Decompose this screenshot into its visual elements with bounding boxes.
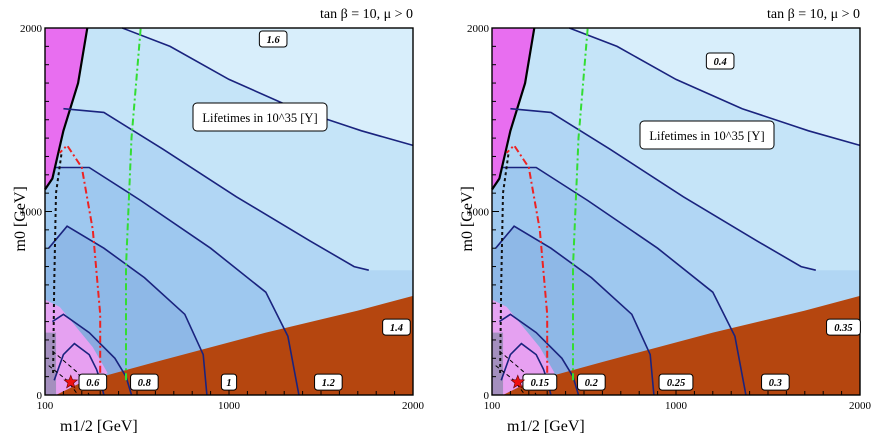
bsg-line	[125, 27, 142, 381]
contour-label-box	[258, 30, 288, 48]
contour-label: 1.6	[267, 35, 281, 46]
contour-plot-right: 100 1000 2000 0 1000 2000 tan β = 10, μ > 0 m1/…	[459, 7, 872, 435]
benchmark-star	[63, 374, 79, 389]
x-tick-label: 1000	[665, 400, 688, 412]
stau-boundary	[491, 27, 536, 191]
contour-line-4	[63, 107, 369, 271]
annotation-text: Lifetimes in 10^35 [Y]	[649, 129, 764, 143]
x-axis-label: m1/2 [GeV]	[507, 418, 585, 435]
contour-label: 0.3	[769, 378, 782, 389]
contour-label: 0.2	[585, 378, 599, 389]
contour-label-box	[658, 373, 694, 391]
contour-label: 0.8	[138, 378, 152, 389]
annotation-box	[639, 120, 775, 150]
chargino-line	[52, 152, 63, 374]
chart-right: 100 1000 2000 0 1000 2000 tan β = 10, μ > 0 m1/…	[447, 0, 877, 441]
contour-label: 1	[226, 378, 231, 389]
contour-label-box	[826, 318, 861, 336]
contour-line-2	[48, 225, 208, 396]
contour-label: 1.2	[322, 378, 336, 389]
contour-label: 1.4	[390, 323, 403, 334]
contour-label-box	[761, 373, 790, 391]
contour-label-box	[705, 52, 735, 70]
contour-label-box	[577, 373, 606, 391]
charged-lsp-region	[503, 295, 860, 395]
contour-line-5	[569, 27, 861, 147]
annotation-text: Lifetimes in 10^35 [Y]	[202, 111, 317, 125]
annotation-box	[192, 102, 328, 132]
contour-label-box	[78, 373, 108, 391]
x-tick-label: 100	[37, 400, 54, 412]
pink-region	[492, 299, 555, 395]
contour-label-box	[314, 373, 343, 391]
y-tick-label: 2000	[20, 23, 43, 35]
contour-label-box	[130, 373, 159, 391]
benchmark-star	[510, 374, 526, 389]
contour-line-2	[495, 225, 655, 396]
contour-label-box	[220, 373, 238, 391]
chart-left: 100 1000 2000 0 1000 2000 tan β = 10, μ > 0 m1/…	[0, 0, 430, 441]
y-axis-label: m0 [GeV]	[459, 186, 476, 251]
y-tick-label: 1000	[20, 207, 43, 219]
charged-lsp-region	[56, 295, 413, 395]
contour-line-3	[503, 166, 747, 396]
contour-label-box	[382, 318, 411, 336]
x-axis-label: m1/2 [GeV]	[60, 418, 138, 435]
y-tick-label: 1000	[467, 207, 490, 219]
chart-title: tan β = 10, μ > 0	[320, 7, 413, 22]
contour-label: 0.15	[531, 378, 549, 389]
contour-label: 0.4	[714, 57, 727, 68]
x-tick-label: 2000	[849, 400, 872, 412]
contour-label: 0.6	[86, 378, 100, 389]
chart-title: tan β = 10, μ > 0	[767, 7, 860, 22]
stau-boundary	[44, 27, 89, 191]
contour-line-3	[56, 166, 300, 396]
x-tick-label: 2000	[402, 400, 425, 412]
contour-line-5	[122, 27, 414, 147]
y-tick-label: 0	[37, 390, 43, 402]
contour-plot-left: 100 1000 2000 0 1000 2000 tan β = 10, μ > 0 m1/…	[12, 7, 425, 435]
pink-region	[45, 299, 108, 395]
chargino-line	[499, 152, 510, 374]
x-tick-label: 100	[484, 400, 501, 412]
bsg-line	[572, 27, 589, 381]
contour-line-4	[510, 107, 816, 271]
y-tick-label: 2000	[467, 23, 490, 35]
higgs-line	[58, 143, 102, 388]
y-axis-label: m0 [GeV]	[12, 186, 29, 251]
contour-label-box	[522, 373, 558, 391]
y-tick-label: 0	[484, 390, 490, 402]
higgs-line	[505, 143, 549, 388]
grey-strip	[492, 332, 504, 395]
x-tick-label: 1000	[218, 400, 241, 412]
grey-strip	[45, 332, 57, 395]
contour-label: 0.35	[834, 323, 852, 334]
contour-label: 0.25	[667, 378, 685, 389]
